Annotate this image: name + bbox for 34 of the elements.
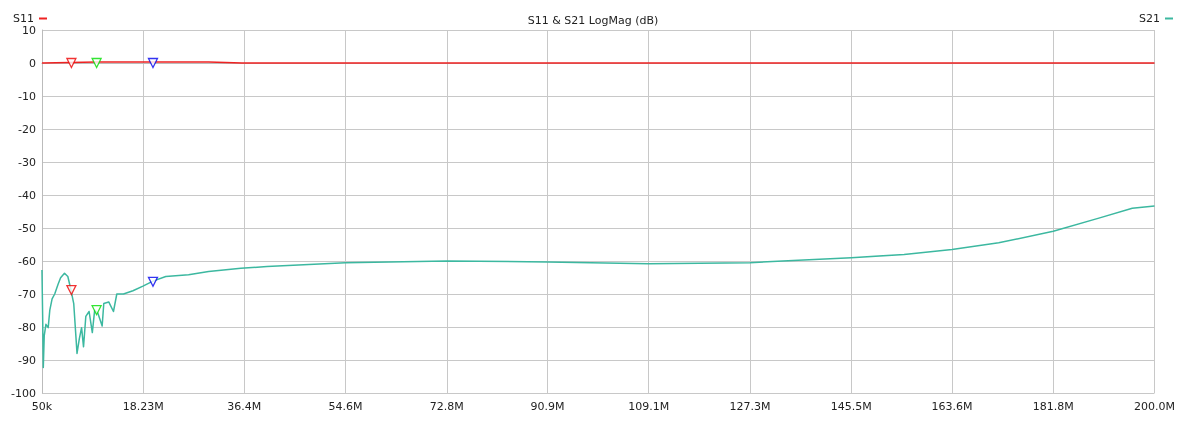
x-tick-label: 145.5M xyxy=(830,400,872,413)
y-tick-label: -50 xyxy=(18,221,36,235)
line-series xyxy=(41,205,1156,369)
x-tick-label: 127.3M xyxy=(729,400,771,413)
y-tick-label: -20 xyxy=(18,122,36,136)
x-tick-label: 50k xyxy=(31,400,53,413)
x-tick-label: 36.4M xyxy=(227,400,262,413)
y-tick-label: -100 xyxy=(11,386,36,400)
point xyxy=(147,57,159,69)
legend-label: S21 xyxy=(1139,12,1160,25)
x-tick-label: 72.8M xyxy=(429,400,464,413)
x-tick-label: 18.23M xyxy=(122,400,164,413)
x-tick-label: 109.1M xyxy=(628,400,670,413)
x-tick-label: 90.9M xyxy=(530,400,565,413)
y-tick-label: -60 xyxy=(18,254,36,268)
y-tick-label: -40 xyxy=(18,188,36,202)
y-tick-label: -30 xyxy=(18,155,36,169)
point xyxy=(91,57,102,69)
legend-label: S11 xyxy=(13,12,34,25)
y-tick-label: 10 xyxy=(21,23,36,37)
point xyxy=(66,284,77,296)
point xyxy=(147,276,159,287)
y-tick-label: -70 xyxy=(18,287,36,301)
y-tick-label: 0 xyxy=(28,56,36,70)
point xyxy=(91,305,102,316)
y-tick-label: -10 xyxy=(18,89,36,103)
point xyxy=(66,57,77,69)
x-tick-label: 163.6M xyxy=(931,400,973,413)
y-tick-label: -90 xyxy=(18,353,36,367)
chart-title: S11 & S21 LogMag (dB) xyxy=(527,14,659,27)
y-tick-label: -80 xyxy=(18,320,36,334)
x-tick-label: 200.0M xyxy=(1134,400,1175,413)
x-tick-label: 54.6M xyxy=(328,400,363,413)
x-tick-label: 181.8M xyxy=(1032,400,1074,413)
